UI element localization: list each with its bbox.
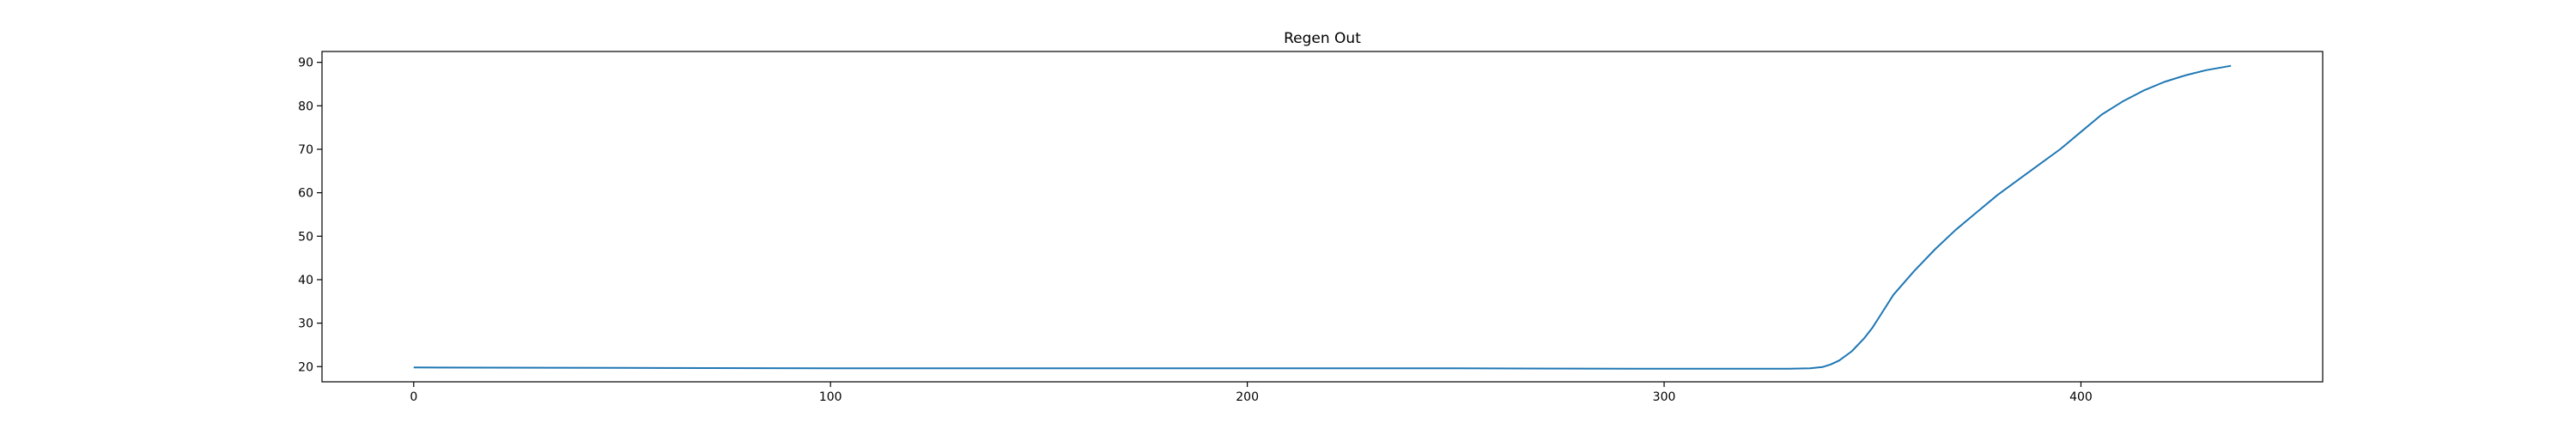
x-tick-label: 200 [1236,390,1259,404]
y-tick-label: 20 [298,360,313,374]
x-tick-label: 400 [2069,390,2093,404]
series-line [413,64,2232,370]
plot-frame [321,51,2324,383]
x-tick-label: 0 [410,390,417,404]
y-tick-label: 30 [298,317,313,331]
y-tick-label: 40 [298,274,313,287]
chart-title: Regen Out [1284,30,1361,47]
x-tick-label: 300 [1653,390,1676,404]
y-axis: 20 30 40 50 60 70 80 90 [298,57,322,374]
x-axis: 0 100 200 300 400 [410,382,2093,404]
series-layer [413,64,2232,370]
y-tick-label: 50 [298,230,313,244]
y-tick-label: 80 [298,100,313,113]
x-tick-label: 100 [819,390,842,404]
y-tick-label: 60 [298,187,313,201]
y-tick-label: 90 [298,57,313,70]
y-tick-label: 70 [298,143,313,157]
